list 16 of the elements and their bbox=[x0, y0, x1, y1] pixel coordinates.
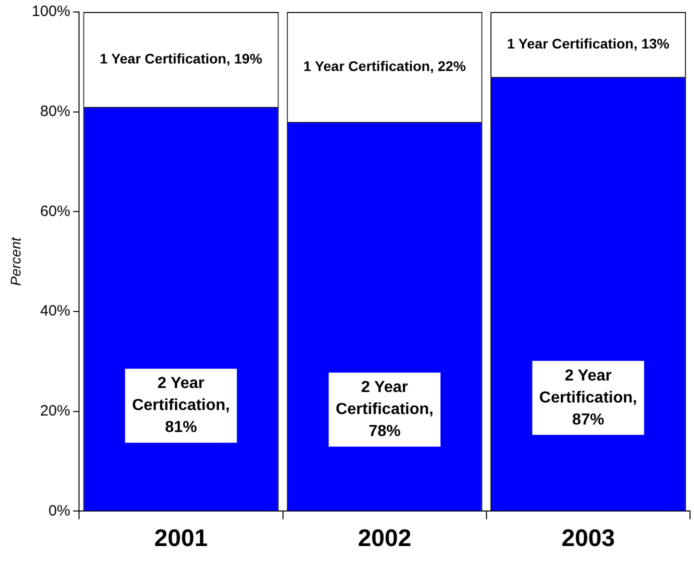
y-tick-label: 0% bbox=[48, 502, 70, 520]
data-label: 1 Year Certification, 13% bbox=[507, 35, 670, 52]
y-tick-label: 80% bbox=[40, 102, 70, 120]
data-label: 1 Year Certification, 19% bbox=[100, 50, 263, 66]
data-label: 2 Year Certification, 87% bbox=[539, 367, 638, 428]
data-label: 2 Year Certification, 78% bbox=[336, 379, 434, 440]
y-tick-label: 40% bbox=[40, 302, 70, 320]
y-tick-label: 100% bbox=[32, 3, 70, 20]
x-tick-label: 2001 bbox=[154, 525, 208, 552]
data-label: 1 Year Certification, 22% bbox=[303, 58, 466, 74]
y-tick-label: 60% bbox=[40, 202, 70, 220]
data-label: 2 Year Certification, 81% bbox=[132, 375, 230, 436]
y-axis-title: Percent bbox=[7, 236, 24, 286]
x-tick-label: 2003 bbox=[562, 525, 615, 552]
x-tick-label: 2002 bbox=[358, 525, 412, 552]
y-tick-label: 20% bbox=[40, 402, 70, 420]
